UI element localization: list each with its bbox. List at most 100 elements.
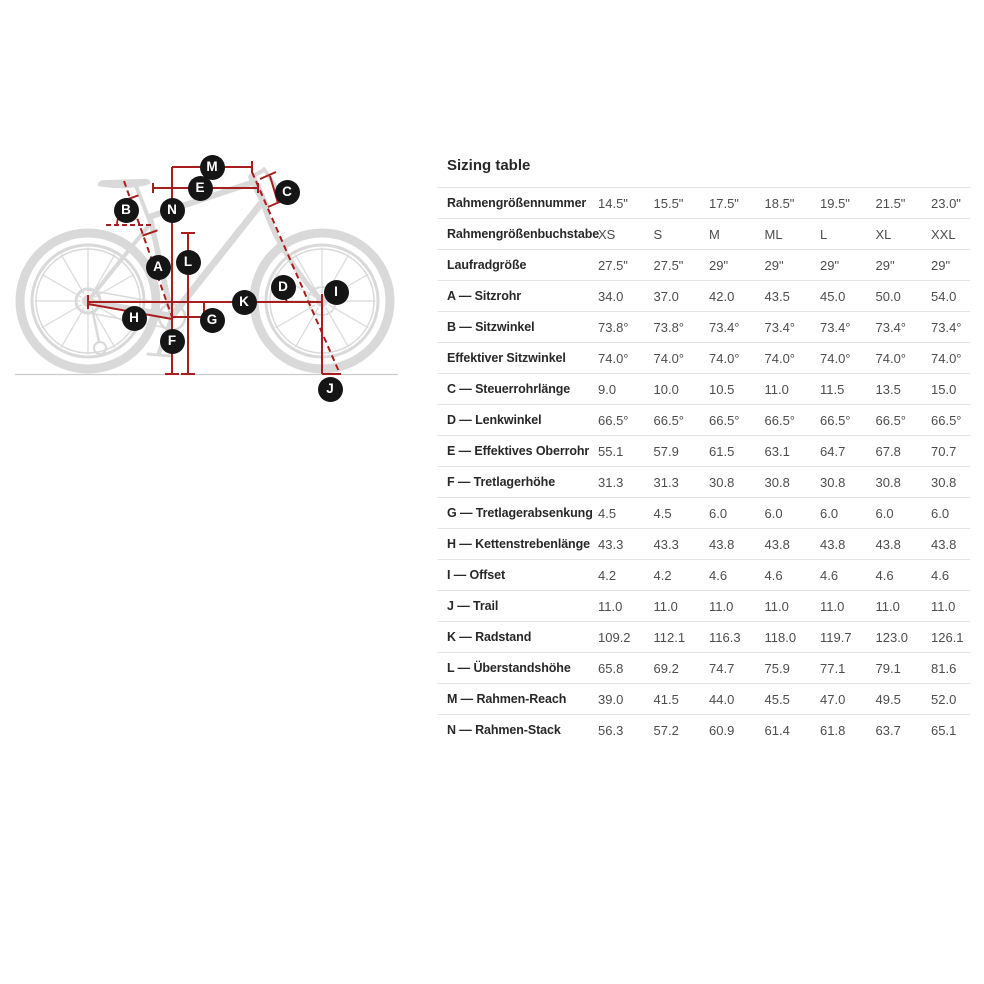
row-label: B — Sitzwinkel [447,320,535,334]
cell-value: 116.3 [709,629,741,645]
cell-value: 11.0 [709,598,734,614]
cell-value: 6.0 [764,505,783,521]
cell-value: 73.8° [653,319,685,335]
table-row: L — Überstandshöhe 65.8 69.2 74.7 75.9 77.1 79… [437,652,970,683]
cell-value: 65.1 [931,722,957,738]
table-row: C — Steuerrohrlänge 9.0 10.0 10.5 11.0 11.5 13… [437,373,970,404]
table-row: Rahmengrößenbuchstabe XS S M ML L XL XXL [437,218,970,249]
marker-L: L [175,249,201,275]
cell-value: 11.0 [653,598,678,614]
marker-H: H [121,305,147,331]
marker-K: K [231,289,257,315]
cell-value: 74.0° [931,350,962,366]
cell-value: 30.8 [709,474,735,490]
row-label: D — Lenkwinkel [447,413,542,427]
cell-value: 4.5 [653,505,672,521]
cell-value: 73.4° [709,319,740,335]
cell-value: 63.1 [764,443,790,459]
table-row: B — Sitzwinkel 73.8° 73.8° 73.4° 73.4° 73.4° 7… [437,311,970,342]
row-label: E — Effektives Oberrohr [447,444,590,458]
cell-value: 74.0° [875,350,907,366]
cell-value: 43.8 [709,536,735,552]
row-label: H — Kettenstrebenlänge [447,537,590,551]
cell-value: 29" [764,257,784,273]
cell-value: 39.0 [598,691,624,707]
cell-value: 63.7 [875,722,901,738]
marker-N: N [159,197,185,223]
cell-value: 11.0 [875,598,900,614]
cell-value: 4.6 [709,567,728,583]
row-label: Rahmengrößenbuchstabe [447,227,600,241]
cell-value: 77.1 [820,660,846,676]
marker-J: J [317,376,343,402]
table-row: Rahmengrößennummer 14.5" 15.5" 17.5" 18.5" 19… [437,187,970,218]
cell-value: 73.4° [875,319,907,335]
row-label: M — Rahmen-Reach [447,692,567,706]
row-label: N — Rahmen-Stack [447,723,561,737]
cell-value: ML [764,226,783,242]
table-row: G — Tretlagerabsenkung 4.5 4.5 6.0 6.0 6.0 6.0… [437,497,970,528]
cell-value: 45.5 [764,691,790,707]
cell-value: XL [875,226,892,242]
cell-value: 15.0 [931,381,957,397]
cell-value: 118.0 [764,629,797,645]
cell-value: 54.0 [931,288,957,304]
table-row: J — Trail 11.0 11.0 11.0 11.0 11.0 11.0 11.0 [437,590,970,621]
row-label: G — Tretlagerabsenkung [447,506,593,520]
row-label: C — Steuerrohrlänge [447,382,571,396]
cell-value: 18.5" [764,195,795,211]
cell-value: 73.4° [931,319,962,335]
cell-value: 126.1 [931,629,964,645]
cell-value: 57.2 [653,722,679,738]
cell-value: XS [598,226,616,242]
cell-value: 43.8 [931,536,957,552]
cell-value: 66.5° [820,412,851,428]
cell-value: 13.5 [875,381,901,397]
cell-value: 65.8 [598,660,624,676]
cell-value: 112.1 [653,629,686,645]
cell-value: 73.4° [764,319,796,335]
marker-D: D [270,274,296,300]
cell-value: 11.5 [820,381,845,397]
cell-value: 21.5" [875,195,906,211]
cell-value: 17.5" [709,195,739,211]
row-label: Laufradgröße [447,258,527,272]
cell-value: 74.0° [653,350,685,366]
table-row: Laufradgröße 27.5" 27.5" 29" 29" 29" 29" 29" [437,249,970,280]
cell-value: 67.8 [875,443,901,459]
cell-value: 11.0 [764,381,789,397]
cell-value: 79.1 [875,660,901,676]
cell-value: L [820,226,828,242]
cell-value: 37.0 [653,288,679,304]
cell-value: XXL [931,226,956,242]
cell-value: 27.5" [598,257,628,273]
table-row: I — Offset 4.2 4.2 4.6 4.6 4.6 4.6 4.6 [437,559,970,590]
row-label: Rahmengrößennummer [447,196,587,210]
cell-value: 57.9 [653,443,679,459]
cell-value: 30.8 [764,474,790,490]
table-row: H — Kettenstrebenlänge 43.3 43.3 43.8 43.8 43… [437,528,970,559]
table-row: E — Effektives Oberrohr 55.1 57.9 61.5 63.1 6… [437,435,970,466]
cell-value: 4.6 [820,567,839,583]
cell-value: 66.5° [653,412,685,428]
cell-value: 27.5" [653,257,684,273]
cell-value: 23.0" [931,195,961,211]
cell-value: 4.6 [764,567,783,583]
table-row: Effektiver Sitzwinkel 74.0° 74.0° 74.0° 74.0… [437,342,970,373]
cell-value: 4.2 [598,567,617,583]
cell-value: 75.9 [764,660,790,676]
cell-value: 6.0 [820,505,839,521]
marker-E: E [187,175,213,201]
cell-value: 55.1 [598,443,624,459]
row-label: K — Radstand [447,630,532,644]
cell-value: 73.4° [820,319,851,335]
cell-value: 30.8 [820,474,846,490]
marker-B: B [113,197,139,223]
cell-value: 10.0 [653,381,679,397]
marker-C: C [274,179,300,205]
cell-value: 74.0° [764,350,796,366]
cell-value: 4.5 [598,505,617,521]
cell-value: 81.6 [931,660,957,676]
cell-value: 61.4 [764,722,790,738]
cell-value: 30.8 [931,474,957,490]
